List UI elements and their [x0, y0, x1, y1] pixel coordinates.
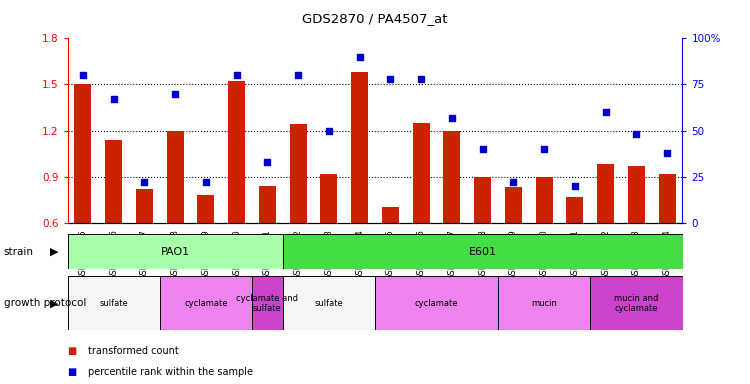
Text: cyclamate and
sulfate: cyclamate and sulfate — [236, 294, 298, 313]
Bar — [160, 276, 252, 330]
Point — [599, 109, 611, 115]
Bar — [68, 234, 283, 269]
Bar — [505, 187, 522, 223]
Point — [353, 54, 365, 60]
Point — [108, 96, 120, 102]
Bar — [413, 123, 430, 223]
Bar — [498, 276, 590, 330]
Bar — [105, 140, 122, 223]
Bar — [375, 276, 498, 330]
Point — [77, 72, 88, 78]
Bar — [197, 195, 214, 223]
Bar — [597, 164, 614, 223]
Bar — [351, 72, 368, 223]
Bar — [252, 276, 283, 330]
Point — [292, 72, 304, 78]
Bar — [628, 166, 645, 223]
Point — [322, 127, 334, 134]
Point — [507, 179, 519, 185]
Point — [138, 179, 150, 185]
Bar — [443, 131, 460, 223]
Point — [230, 72, 242, 78]
Point — [384, 76, 396, 82]
Bar — [382, 207, 399, 223]
Bar — [290, 124, 307, 223]
Bar — [259, 186, 276, 223]
Point — [568, 183, 580, 189]
Point — [630, 131, 642, 137]
Bar — [283, 234, 682, 269]
Text: ■: ■ — [68, 367, 76, 377]
Point — [538, 146, 550, 152]
Point — [446, 114, 458, 121]
Bar — [590, 276, 682, 330]
Bar — [566, 197, 584, 223]
Text: E601: E601 — [469, 247, 496, 257]
Bar — [68, 276, 160, 330]
Text: ■: ■ — [68, 346, 76, 356]
Text: mucin: mucin — [531, 299, 557, 308]
Text: mucin and
cyclamate: mucin and cyclamate — [614, 294, 658, 313]
Bar — [658, 174, 676, 223]
Text: ▶: ▶ — [50, 298, 58, 308]
Point — [200, 179, 211, 185]
Point — [661, 150, 673, 156]
Bar — [136, 189, 153, 223]
Point — [476, 146, 488, 152]
Text: cyclamate: cyclamate — [415, 299, 458, 308]
Text: transformed count: transformed count — [88, 346, 179, 356]
Text: GDS2870 / PA4507_at: GDS2870 / PA4507_at — [302, 12, 448, 25]
Text: PAO1: PAO1 — [160, 247, 190, 257]
Text: cyclamate: cyclamate — [184, 299, 228, 308]
Bar — [536, 177, 553, 223]
Text: sulfate: sulfate — [314, 299, 344, 308]
Bar — [474, 177, 491, 223]
Bar — [228, 81, 245, 223]
Point — [415, 76, 427, 82]
Text: sulfate: sulfate — [99, 299, 128, 308]
Point — [261, 159, 273, 165]
Text: growth protocol: growth protocol — [4, 298, 86, 308]
Bar — [74, 84, 92, 223]
Bar — [166, 131, 184, 223]
Bar — [283, 276, 375, 330]
Text: ▶: ▶ — [50, 247, 58, 257]
Text: strain: strain — [4, 247, 34, 257]
Text: percentile rank within the sample: percentile rank within the sample — [88, 367, 254, 377]
Bar — [320, 174, 338, 223]
Point — [169, 91, 182, 97]
